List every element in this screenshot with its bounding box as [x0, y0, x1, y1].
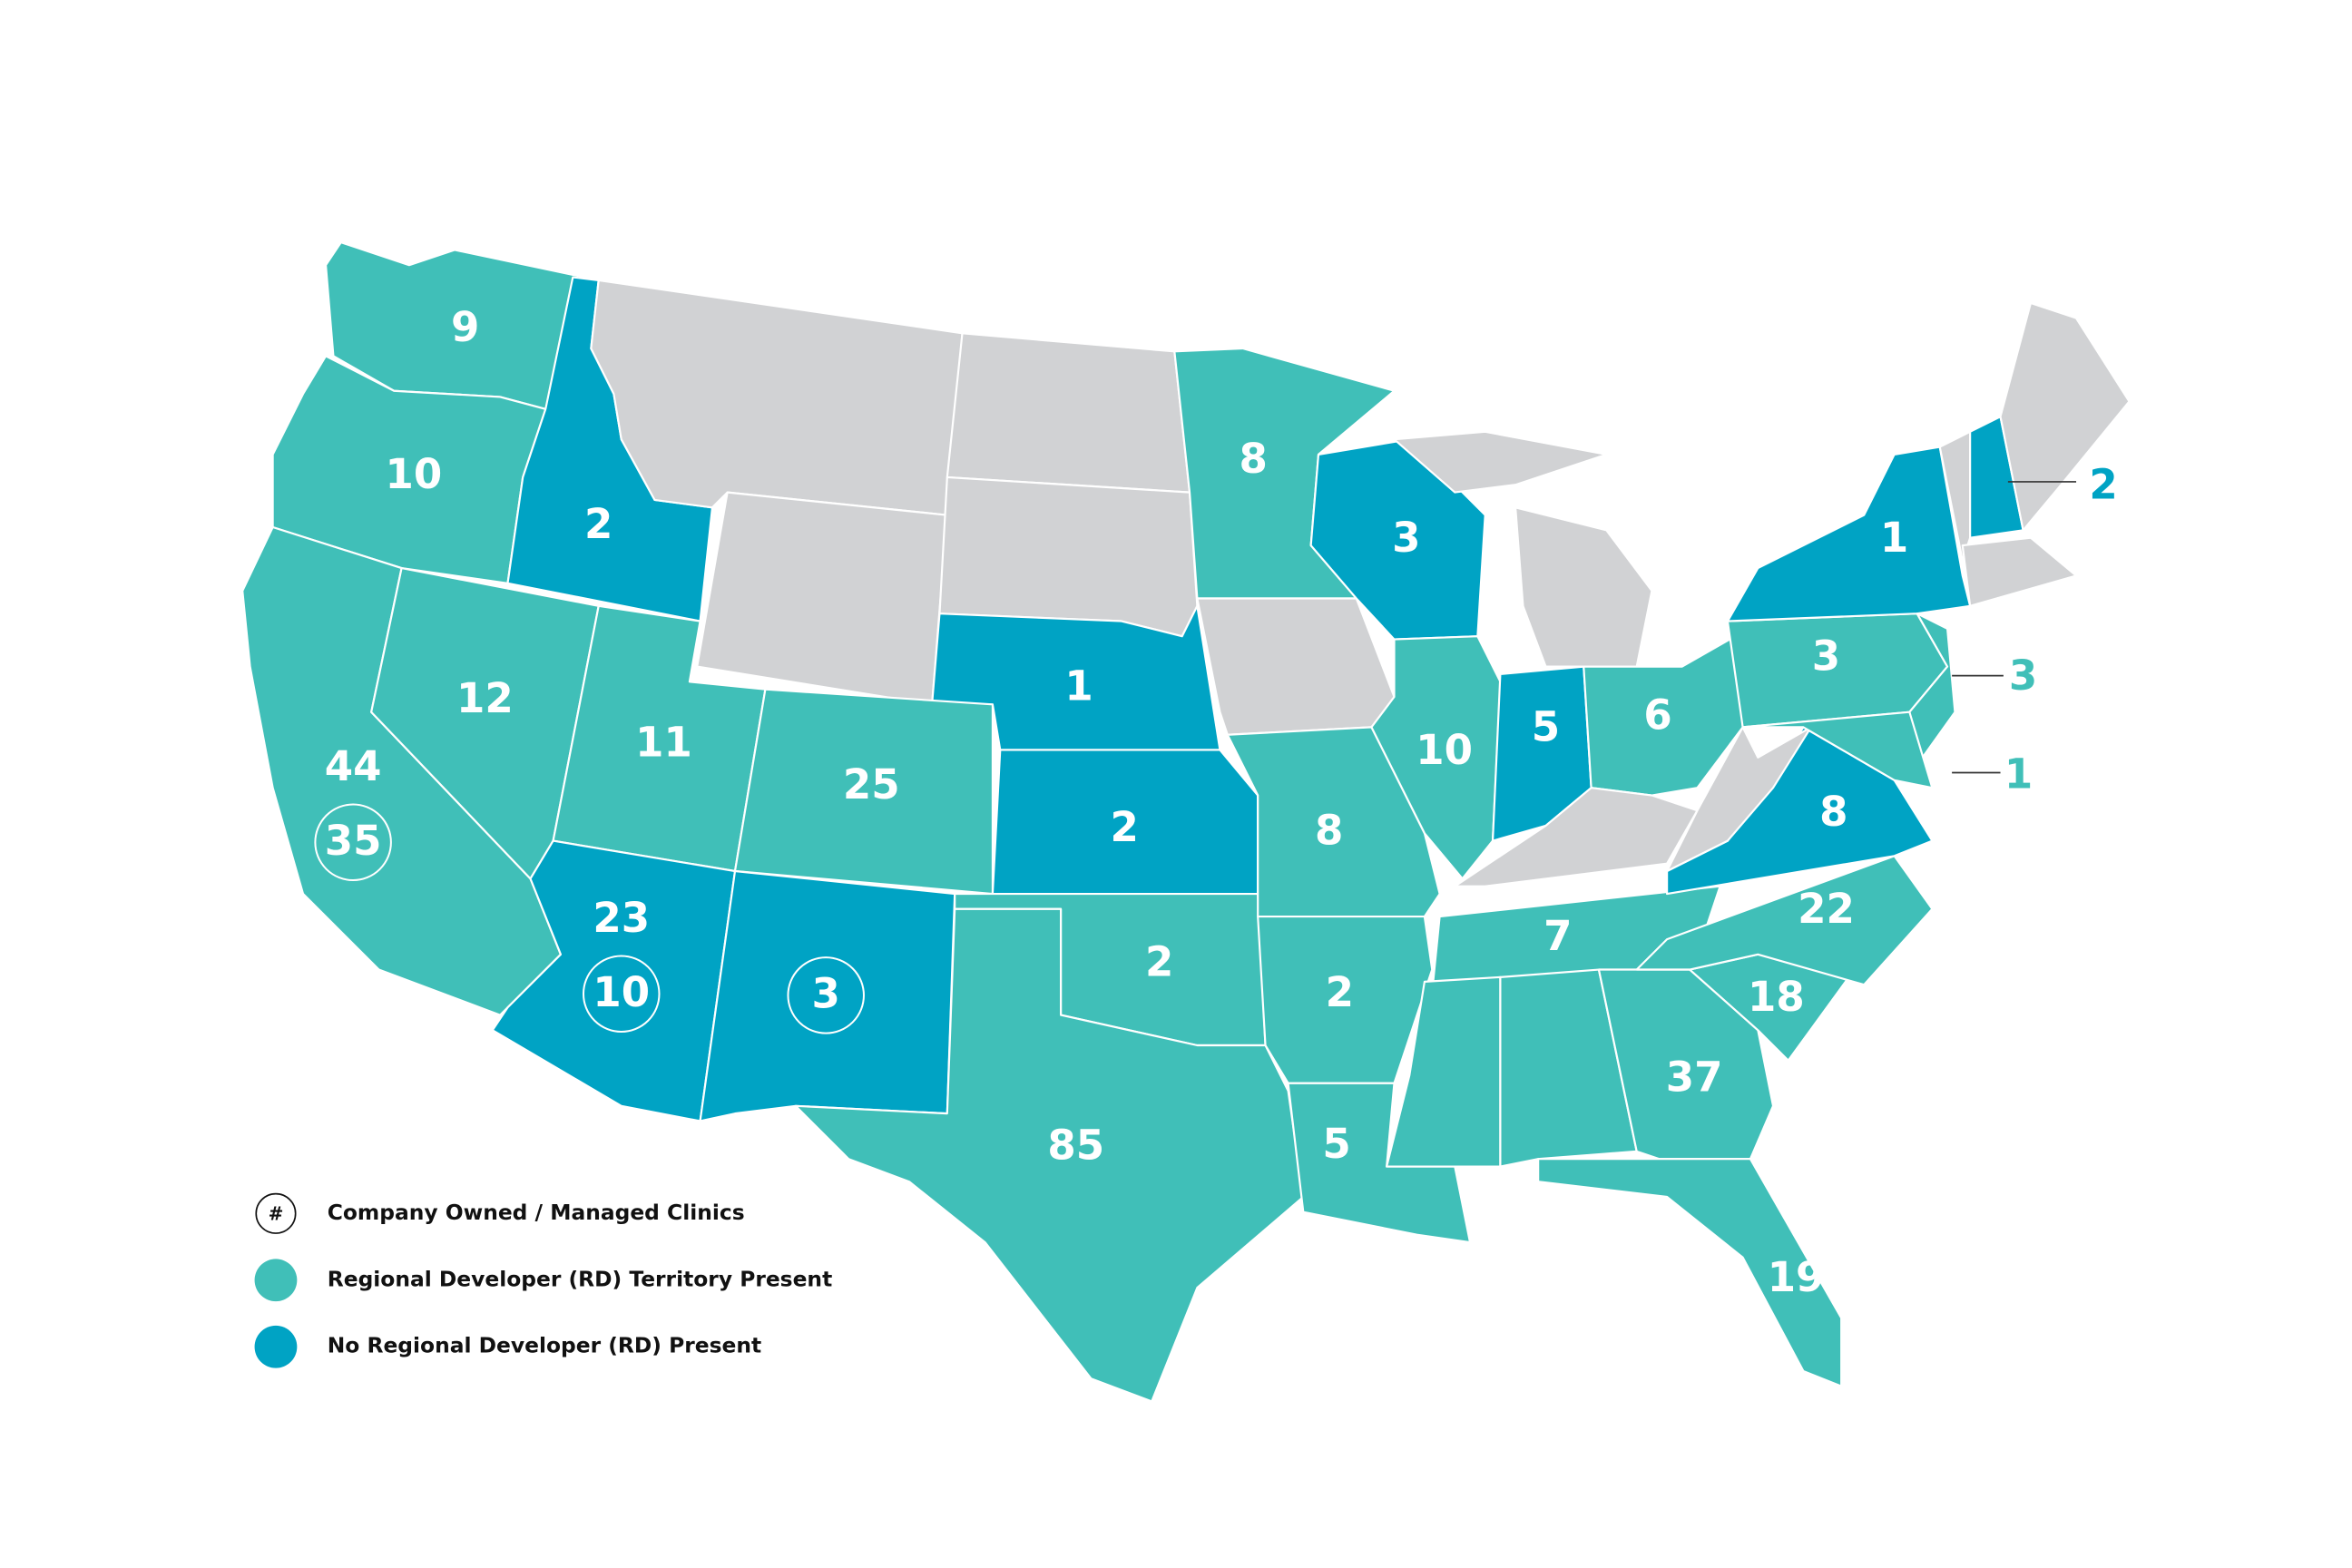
states — [241, 241, 2131, 1403]
clinic-count: 1 — [2004, 750, 2033, 798]
state — [1999, 301, 2131, 532]
state — [590, 279, 964, 516]
state — [1726, 446, 1972, 622]
clinic-count: 10 — [386, 450, 443, 498]
legend-symbol — [255, 1192, 297, 1234]
legend-label: Regional Developer (RD) Territory Presen… — [328, 1266, 833, 1291]
legend-swatch — [254, 1325, 298, 1368]
clinic-count: 3 — [1812, 632, 1840, 680]
state — [1370, 635, 1502, 880]
clinic-count: 3 — [2009, 652, 2037, 700]
clinic-count: 9 — [451, 303, 479, 351]
owned-circle — [314, 803, 392, 882]
clinic-count: 5 — [1322, 1120, 1350, 1168]
state — [1393, 430, 1608, 494]
state — [696, 491, 948, 706]
owned-count: 3 — [812, 970, 840, 1018]
clinic-count: 10 — [1416, 726, 1473, 774]
clinic-count: 12 — [456, 674, 514, 722]
clinic-count: 11 — [635, 718, 692, 766]
state — [1454, 787, 1699, 887]
leader-lines — [1952, 481, 2077, 774]
clinic-count: 1 — [1064, 662, 1093, 710]
state — [1514, 506, 1653, 668]
state — [946, 332, 1191, 494]
state — [1635, 855, 1934, 986]
state — [1741, 710, 1934, 789]
clinic-count: 18 — [1748, 973, 1805, 1021]
clinic-count: 2 — [1145, 938, 1173, 986]
clinic-count: 1 — [1880, 514, 1908, 562]
state — [1386, 975, 1502, 1168]
state — [1666, 726, 1812, 873]
state — [794, 907, 1305, 1403]
owned-circle — [582, 955, 661, 1033]
state — [1499, 968, 1638, 1168]
state — [1287, 1082, 1472, 1244]
clinic-count: 7 — [1544, 912, 1572, 960]
clinic-count: 8 — [1315, 806, 1343, 854]
state — [1537, 1158, 1843, 1387]
clinic-count: 3 — [1392, 514, 1420, 562]
clinic-count: 2 — [584, 500, 612, 548]
legend: # Company Owned / Managed Clinics Region… — [254, 1192, 833, 1368]
legend-label: No Regional Developer (RD) Present — [328, 1333, 761, 1358]
legend-symbol-text: # — [269, 1202, 284, 1224]
legend-swatch — [254, 1259, 298, 1302]
clinic-count: 2 — [1111, 803, 1139, 851]
clinic-count: 44 — [325, 742, 382, 790]
clinic-count: 23 — [593, 894, 650, 942]
clinic-count: 8 — [1819, 788, 1847, 836]
clinic-count: 8 — [1239, 435, 1267, 483]
legend-label: Company Owned / Managed Clinics — [328, 1200, 745, 1225]
clinic-count: 19 — [1768, 1253, 1825, 1301]
state — [1961, 536, 2078, 607]
owned-circle — [787, 956, 865, 1034]
clinic-count: 22 — [1798, 885, 1855, 933]
clinic-count: 2 — [2089, 461, 2117, 509]
clinic-count: 37 — [1666, 1053, 1723, 1101]
clinic-count: 25 — [843, 760, 900, 808]
owned-count: 35 — [325, 817, 382, 865]
clinic-count: 85 — [1047, 1122, 1104, 1170]
clinic-count: 5 — [1532, 703, 1560, 751]
state — [938, 475, 1199, 638]
clinic-count: 6 — [1643, 691, 1671, 739]
clinic-count: 2 — [1326, 968, 1354, 1016]
state — [1196, 597, 1396, 736]
owned-count: 10 — [593, 968, 650, 1016]
